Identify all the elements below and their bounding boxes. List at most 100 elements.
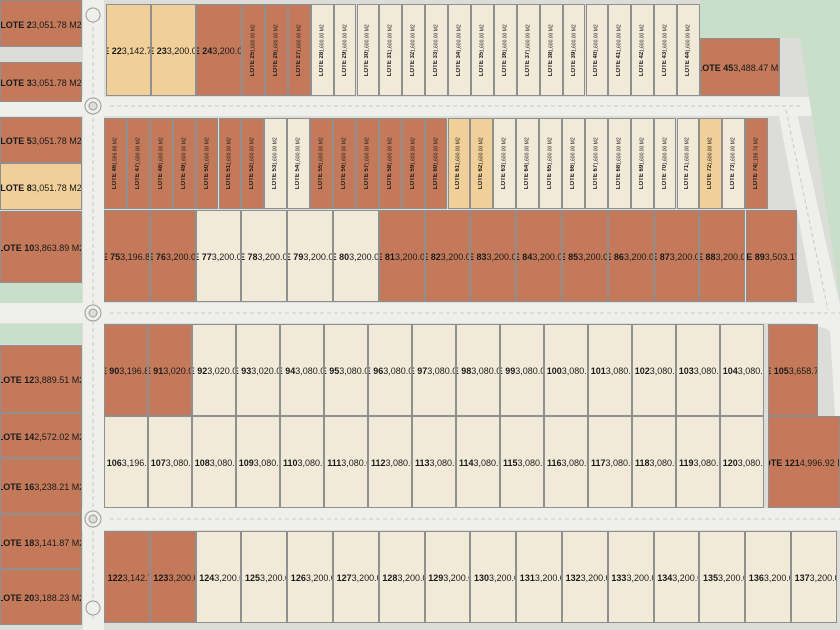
lot-63[interactable]: LOTE 63 1,600.00 M2 — [493, 118, 517, 209]
lot-42[interactable]: LOTE 42 1,600.00 M2 — [631, 4, 655, 96]
lot-80[interactable]: LOTE 803,200.00 M2 — [333, 210, 379, 302]
lot-33[interactable]: LOTE 33 1,600.00 M2 — [425, 4, 449, 96]
lot-94[interactable]: LOTE 943,080.00 M2 — [280, 324, 324, 416]
lot-121[interactable]: LOTE 1214,996.92 M2 — [768, 416, 840, 508]
lot-101[interactable]: LOTE 1013,080.00 M2 — [588, 324, 632, 416]
lot-97[interactable]: LOTE 973,080.00 M2 — [412, 324, 456, 416]
lot-137[interactable]: LOTE 1373,200.00 M2 — [791, 531, 837, 623]
lot-124[interactable]: LOTE 1243,200.00 M2 — [195, 531, 242, 623]
lot-56[interactable]: LOTE 56 1,600.00 M2 — [333, 118, 356, 209]
lot-69[interactable]: LOTE 69 1,600.00 M2 — [630, 118, 654, 209]
lot-134[interactable]: LOTE 1343,200.00 M2 — [653, 531, 700, 623]
lot-58[interactable]: LOTE 58 1,600.00 M2 — [378, 118, 402, 209]
lot-5[interactable]: LOTE 53,051.78 M2 — [0, 117, 82, 163]
lot-50[interactable]: LOTE 50 1,600.00 M2 — [195, 118, 219, 209]
lot-8[interactable]: LOTE 83,051.78 M2 — [0, 163, 82, 210]
lot-133[interactable]: LOTE 1333,200.00 M2 — [607, 531, 654, 623]
lot-87[interactable]: LOTE 873,200.00 M2 — [653, 210, 700, 302]
lot-20[interactable]: LOTE 203,188.23 M2 — [0, 569, 82, 625]
lot-130[interactable]: LOTE 1303,200.00 M2 — [470, 531, 517, 623]
lot-136[interactable]: LOTE 1363,200.00 M2 — [745, 531, 791, 623]
lot-23[interactable]: LOTE 233,200.00 M2 — [151, 4, 196, 96]
lot-29[interactable]: LOTE 29 1,600.00 M2 — [333, 4, 357, 96]
lot-79[interactable]: LOTE 793,200.00 M2 — [287, 210, 333, 302]
lot-47[interactable]: LOTE 47 1,600.00 M2 — [126, 118, 150, 209]
lot-90[interactable]: LOTE 903,196.87 M2 — [104, 324, 148, 416]
lot-83[interactable]: LOTE 833,200.00 M2 — [470, 210, 517, 302]
lot-106[interactable]: LOTE 1063,196.87 M2 — [104, 416, 148, 508]
lot-103[interactable]: LOTE 1033,080.00 M2 — [676, 324, 720, 416]
lot-74[interactable]: LOTE 74 2,198.76 M2 — [745, 118, 769, 209]
lot-16[interactable]: LOTE 163,238.21 M2 — [0, 458, 82, 514]
lot-116[interactable]: LOTE 1163,080.00 M2 — [544, 416, 588, 508]
lot-112[interactable]: LOTE 1123,080.00 M2 — [368, 416, 412, 508]
lot-66[interactable]: LOTE 66 1,600.00 M2 — [562, 118, 585, 209]
lot-126[interactable]: LOTE 1263,200.00 M2 — [287, 531, 333, 623]
lot-85[interactable]: LOTE 853,200.00 M2 — [562, 210, 608, 302]
lot-84[interactable]: LOTE 843,200.00 M2 — [516, 210, 562, 302]
lot-71[interactable]: LOTE 71 1,600.00 M2 — [676, 118, 700, 209]
lot-61[interactable]: LOTE 61 1,600.00 M2 — [447, 118, 471, 209]
lot-39[interactable]: LOTE 39 1,600.00 M2 — [562, 4, 586, 96]
lot-55[interactable]: LOTE 55 1,600.00 M2 — [310, 118, 333, 209]
lot-3[interactable]: LOTE 33,051.78 M2 — [0, 62, 82, 102]
lot-129[interactable]: LOTE 1293,200.00 M2 — [424, 531, 471, 623]
lot-40[interactable]: LOTE 40 1,600.00 M2 — [585, 4, 609, 96]
lot-113[interactable]: LOTE 1133,080.00 M2 — [412, 416, 456, 508]
lot-78[interactable]: LOTE 783,200.00 M2 — [241, 210, 288, 302]
lot-108[interactable]: LOTE 1083,080.00 M2 — [192, 416, 236, 508]
lot-54[interactable]: LOTE 54 1,600.00 M2 — [287, 118, 311, 209]
lot-31[interactable]: LOTE 31 1,600.00 M2 — [379, 4, 403, 96]
lot-35[interactable]: LOTE 35 1,600.00 M2 — [471, 4, 494, 96]
lot-99[interactable]: LOTE 993,080.00 M2 — [500, 324, 544, 416]
lot-18[interactable]: LOTE 183,141.87 M2 — [0, 514, 82, 569]
lot-22[interactable]: LOTE 223,142.72 M2 — [106, 4, 151, 96]
lot-125[interactable]: LOTE 1253,200.00 M2 — [241, 531, 288, 623]
lot-131[interactable]: LOTE 1313,200.00 M2 — [516, 531, 562, 623]
lot-52[interactable]: LOTE 52 1,600.00 M2 — [241, 118, 265, 209]
lot-43[interactable]: LOTE 43 1,600.00 M2 — [654, 4, 678, 96]
lot-81[interactable]: LOTE 813,200.00 M2 — [378, 210, 425, 302]
lot-28[interactable]: LOTE 28 1,600.00 M2 — [310, 4, 334, 96]
lot-75[interactable]: LOTE 753,196.88 M2 — [104, 210, 150, 302]
lot-89[interactable]: LOTE 893,503.17 M2 — [746, 210, 797, 302]
lot-12[interactable]: LOTE 123,889.51 M2 — [0, 345, 82, 413]
lot-77[interactable]: LOTE 773,200.00 M2 — [195, 210, 242, 302]
lot-118[interactable]: LOTE 1183,080.00 M2 — [632, 416, 676, 508]
lot-96[interactable]: LOTE 963,080.00 M2 — [368, 324, 412, 416]
lot-92[interactable]: LOTE 923,020.00 M2 — [192, 324, 236, 416]
lot-68[interactable]: LOTE 68 1,600.00 M2 — [607, 118, 631, 209]
lot-100[interactable]: LOTE 1003,080.00 M2 — [544, 324, 588, 416]
lot-60[interactable]: LOTE 60 1,600.00 M2 — [424, 118, 448, 209]
lot-49[interactable]: LOTE 49 1,600.00 M2 — [172, 118, 196, 209]
lot-128[interactable]: LOTE 1283,200.00 M2 — [378, 531, 425, 623]
lot-88[interactable]: LOTE 883,200.00 M2 — [699, 210, 746, 302]
lot-95[interactable]: LOTE 953,080.00 M2 — [324, 324, 368, 416]
lot-119[interactable]: LOTE 1193,080.00 M2 — [676, 416, 720, 508]
lot-73[interactable]: LOTE 73 1,600.00 M2 — [722, 118, 746, 209]
lot-110[interactable]: LOTE 1103,080.00 M2 — [280, 416, 324, 508]
lot-132[interactable]: LOTE 1323,200.00 M2 — [562, 531, 608, 623]
lot-109[interactable]: LOTE 1093,080.00 M2 — [236, 416, 280, 508]
lot-102[interactable]: LOTE 1023,080.00 M2 — [632, 324, 676, 416]
lot-10[interactable]: LOTE 103,863.89 M2 — [0, 211, 82, 283]
lot-62[interactable]: LOTE 62 1,600.00 M2 — [470, 118, 494, 209]
lot-135[interactable]: LOTE 1353,200.00 M2 — [699, 531, 746, 623]
lot-48[interactable]: LOTE 48 1,600.00 M2 — [149, 118, 173, 209]
lot-57[interactable]: LOTE 57 1,600.00 M2 — [355, 118, 379, 209]
lot-38[interactable]: LOTE 38 1,600.00 M2 — [539, 4, 563, 96]
lot-117[interactable]: LOTE 1173,080.00 M2 — [588, 416, 632, 508]
lot-59[interactable]: LOTE 59 1,600.00 M2 — [401, 118, 425, 209]
lot-114[interactable]: LOTE 1143,080.00 M2 — [456, 416, 500, 508]
lot-34[interactable]: LOTE 34 1,600.00 M2 — [448, 4, 471, 96]
lot-46[interactable]: LOTE 46 1,596.88 M2 — [104, 118, 127, 209]
lot-82[interactable]: LOTE 823,200.00 M2 — [424, 210, 471, 302]
lot-70[interactable]: LOTE 70 1,600.00 M2 — [653, 118, 677, 209]
lot-98[interactable]: LOTE 983,080.00 M2 — [456, 324, 500, 416]
lot-65[interactable]: LOTE 65 1,600.00 M2 — [539, 118, 562, 209]
lot-67[interactable]: LOTE 67 1,600.00 M2 — [584, 118, 608, 209]
lot-24[interactable]: LOTE 243,200.00 M2 — [196, 4, 242, 96]
lot-30[interactable]: LOTE 30 1,600.00 M2 — [356, 4, 380, 96]
lot-37[interactable]: LOTE 37 1,600.00 M2 — [516, 4, 540, 96]
lot-86[interactable]: LOTE 863,200.00 M2 — [607, 210, 654, 302]
